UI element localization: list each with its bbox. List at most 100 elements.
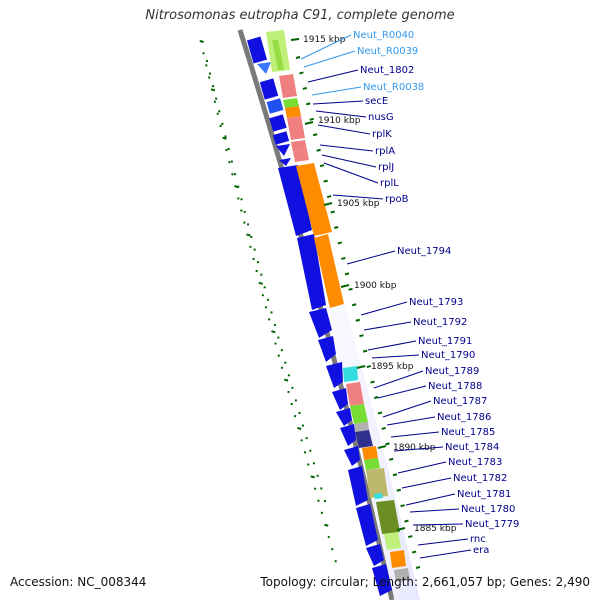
scale-dot: [291, 386, 294, 389]
scale-dot: [312, 462, 315, 465]
minor-tick: [373, 396, 379, 399]
minor-tick: [330, 210, 335, 214]
scale-dot: [255, 269, 258, 273]
scale-dot: [302, 424, 305, 427]
scale-dot: [205, 64, 208, 67]
gene-leader-line: [390, 431, 440, 438]
gene-block: [246, 36, 268, 64]
scale-dot: [207, 76, 211, 79]
scale-dot: [225, 148, 228, 152]
gene-leader-line: [373, 370, 424, 389]
scale-dot: [305, 437, 308, 440]
gene-label: rplK: [372, 129, 392, 140]
gene-label: rpoB: [385, 194, 409, 205]
scale-dot: [237, 185, 240, 188]
scale-dot: [250, 236, 253, 238]
kbp-scale: 1915 kbp 1910 kbp 1905 kbp 1900 kbp 1895…: [290, 35, 457, 534]
kbp-tick: [356, 365, 366, 369]
gene-leader-line: [307, 69, 359, 83]
minor-tick: [388, 457, 394, 461]
scale-dot: [273, 324, 276, 326]
gene-block: [374, 493, 383, 499]
gene-leader-line: [319, 144, 374, 152]
gene-label: Neut_1794: [397, 246, 451, 257]
minor-tick: [309, 117, 314, 121]
gene-label: rplL: [380, 178, 399, 189]
kbp-label: 1915 kbp: [303, 35, 346, 45]
scale-dot: [303, 451, 307, 454]
gene-label: Neut_1787: [433, 396, 487, 407]
kbp-label: 1890 kbp: [393, 443, 436, 453]
scale-dot: [331, 547, 334, 551]
gene-leader-line: [401, 477, 452, 489]
gene-label: Neut_1783: [448, 457, 502, 468]
gene-block: [279, 74, 297, 98]
scale-dot: [252, 257, 255, 261]
minor-tick: [377, 411, 383, 415]
scale-dot: [298, 412, 301, 414]
gene-leader-line: [303, 50, 356, 68]
scale-dot: [287, 374, 290, 377]
scale-dot: [243, 210, 246, 213]
minor-tick: [323, 179, 328, 183]
scale-dot: [213, 100, 217, 103]
minor-tick: [337, 241, 343, 245]
gene-arrow: [318, 336, 336, 362]
scale-dot: [215, 97, 218, 100]
gene-block: [287, 116, 305, 140]
gene-block: [269, 114, 287, 132]
genome-backbone: [237, 29, 395, 600]
scale-dot: [290, 402, 293, 406]
kbp-label: 1895 kbp: [371, 362, 414, 372]
gene-arrow: [257, 62, 271, 74]
minor-tick: [362, 349, 368, 353]
scale-dot: [320, 487, 323, 490]
gene-block: [285, 106, 301, 118]
gene-label: Neut_1779: [465, 519, 519, 530]
gene-block: [266, 98, 284, 114]
scale-dot: [263, 286, 266, 289]
gene-block: [272, 40, 284, 70]
scale-dot: [317, 499, 320, 502]
scale-dot: [234, 173, 237, 176]
scale-dot: [202, 52, 205, 55]
scale-dot: [313, 487, 317, 490]
scale-dot: [280, 349, 283, 352]
gene-label: Neut_1781: [457, 489, 511, 500]
minor-ticks: [295, 56, 421, 569]
gene-leader-line: [393, 446, 444, 452]
gene-leader-line: [311, 86, 362, 96]
gene-block: [291, 140, 307, 152]
scale-dot: [261, 293, 265, 297]
minor-tick: [302, 86, 308, 90]
scale-dot: [260, 273, 263, 276]
gene-leader-line: [346, 250, 396, 265]
gene-leader-line: [371, 354, 420, 359]
scale-dot: [240, 198, 243, 201]
gene-label: Neut_R0039: [357, 46, 418, 57]
gene-leader-line: [315, 110, 367, 118]
gene-labels: Neut_R0040 Neut_R0039 Neut_1802 Neut_R0038s…: [300, 30, 519, 559]
gene-leader-line: [323, 162, 379, 184]
minor-tick: [312, 133, 318, 137]
gene-label: Neut_1791: [418, 336, 472, 347]
gene-arrow: [326, 362, 343, 388]
minor-tick: [344, 272, 350, 276]
minor-tick: [295, 56, 301, 59]
scale-dot: [221, 122, 224, 125]
scale-dot: [230, 160, 233, 163]
scale-dot: [293, 414, 297, 418]
gene-block: [283, 98, 299, 108]
scale-dot: [294, 399, 297, 402]
scale-dot: [240, 209, 243, 212]
gene-leader-line: [360, 301, 408, 316]
scale-dot: [243, 221, 246, 224]
gene-arrow: [344, 446, 360, 466]
kbp-tick: [340, 284, 350, 288]
minor-tick: [381, 426, 386, 430]
scale-dot: [316, 474, 319, 477]
scale-dot: [334, 560, 337, 563]
scale-dot: [267, 318, 271, 321]
